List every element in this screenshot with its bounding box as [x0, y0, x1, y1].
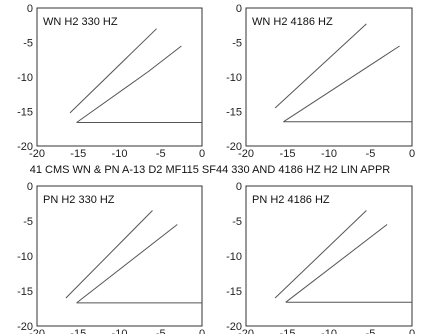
- x-tick-label: -10: [321, 328, 337, 334]
- x-tick-label: -15: [280, 328, 296, 334]
- panel-wn-4186hz: 0 -5 -10 -15 -20-20 -15 -10 -5 0 WN H2 4186 HZ: [226, 3, 415, 160]
- y-tick-label: 0: [27, 3, 33, 15]
- plot-frame: [245, 7, 413, 147]
- series-line-1: [69, 28, 157, 114]
- y-tick-label: -5: [23, 216, 33, 228]
- plot-frame: [36, 185, 203, 327]
- y-tick-label: 0: [236, 3, 242, 15]
- series-line-2: [76, 45, 182, 123]
- x-tick-label: 0: [409, 148, 415, 160]
- y-tick-label: 0: [27, 181, 33, 193]
- y-tick-label: 0: [236, 181, 242, 193]
- y-tick-label: -20: [17, 141, 33, 153]
- panel-title: PN H2 4186 HZ: [252, 194, 330, 206]
- y-tick-label: -5: [23, 38, 33, 50]
- x-tick-label: -15: [70, 328, 86, 334]
- series-line-2: [285, 224, 388, 303]
- y-tick-label: -15: [17, 107, 33, 119]
- figure-caption: 41 CMS WN & PN A-13 D2 MF115 SF44 330 AN…: [30, 164, 391, 176]
- x-tick-label: 0: [409, 328, 415, 334]
- plot-frame: [36, 7, 203, 147]
- y-tick-label: -20: [226, 141, 242, 153]
- panel-title: WN H2 330 HZ: [43, 16, 118, 28]
- x-tick-label: -20: [29, 328, 45, 334]
- y-tick-label: -10: [17, 72, 33, 84]
- x-tick-label: -20: [29, 148, 45, 160]
- x-tick-label: -5: [366, 148, 376, 160]
- y-tick-label: -5: [232, 38, 242, 50]
- x-tick-label: -5: [156, 148, 166, 160]
- panel-title: PN H2 330 HZ: [43, 194, 115, 206]
- panel-wn-330hz: 0 -5 -10 -15 -20-20 -15 -10 -5 0 WN H2 330 HZ: [17, 3, 205, 160]
- panel-pn-4186hz: 0 -5 -10 -15 -20-20 -15 -10 -5 0 PN H2 4186 HZ: [226, 181, 415, 334]
- series-line-1: [274, 23, 367, 109]
- y-tick-label: -15: [226, 286, 242, 298]
- series-line-2: [283, 45, 400, 123]
- series-line-1: [274, 210, 367, 299]
- x-tick-label: -10: [112, 328, 128, 334]
- x-tick-label: -20: [238, 148, 254, 160]
- panel-pn-330hz: 0 -5 -10 -15 -20-20 -15 -10 -5 0 PN H2 330 HZ: [17, 181, 205, 334]
- x-tick-label: 0: [199, 328, 205, 334]
- y-tick-label: -10: [226, 72, 242, 84]
- y-tick-label: -15: [226, 107, 242, 119]
- y-tick-label: -5: [232, 216, 242, 228]
- x-tick-label: -5: [156, 328, 166, 334]
- x-tick-label: -10: [112, 148, 128, 160]
- x-tick-label: 0: [199, 148, 205, 160]
- panel-title: WN H2 4186 HZ: [252, 16, 333, 28]
- x-tick-label: -5: [366, 328, 376, 334]
- series-line-2: [76, 224, 178, 304]
- y-tick-label: -15: [17, 286, 33, 298]
- x-tick-label: -15: [280, 148, 296, 160]
- y-tick-label: -10: [17, 251, 33, 263]
- x-tick-label: -10: [321, 148, 337, 160]
- y-tick-label: -10: [226, 251, 242, 263]
- x-tick-label: -20: [238, 328, 254, 334]
- x-tick-label: -15: [70, 148, 86, 160]
- y-tick-label: -20: [226, 321, 242, 333]
- series-line-1: [65, 210, 153, 299]
- plot-frame: [245, 185, 413, 327]
- y-tick-label: -20: [17, 321, 33, 333]
